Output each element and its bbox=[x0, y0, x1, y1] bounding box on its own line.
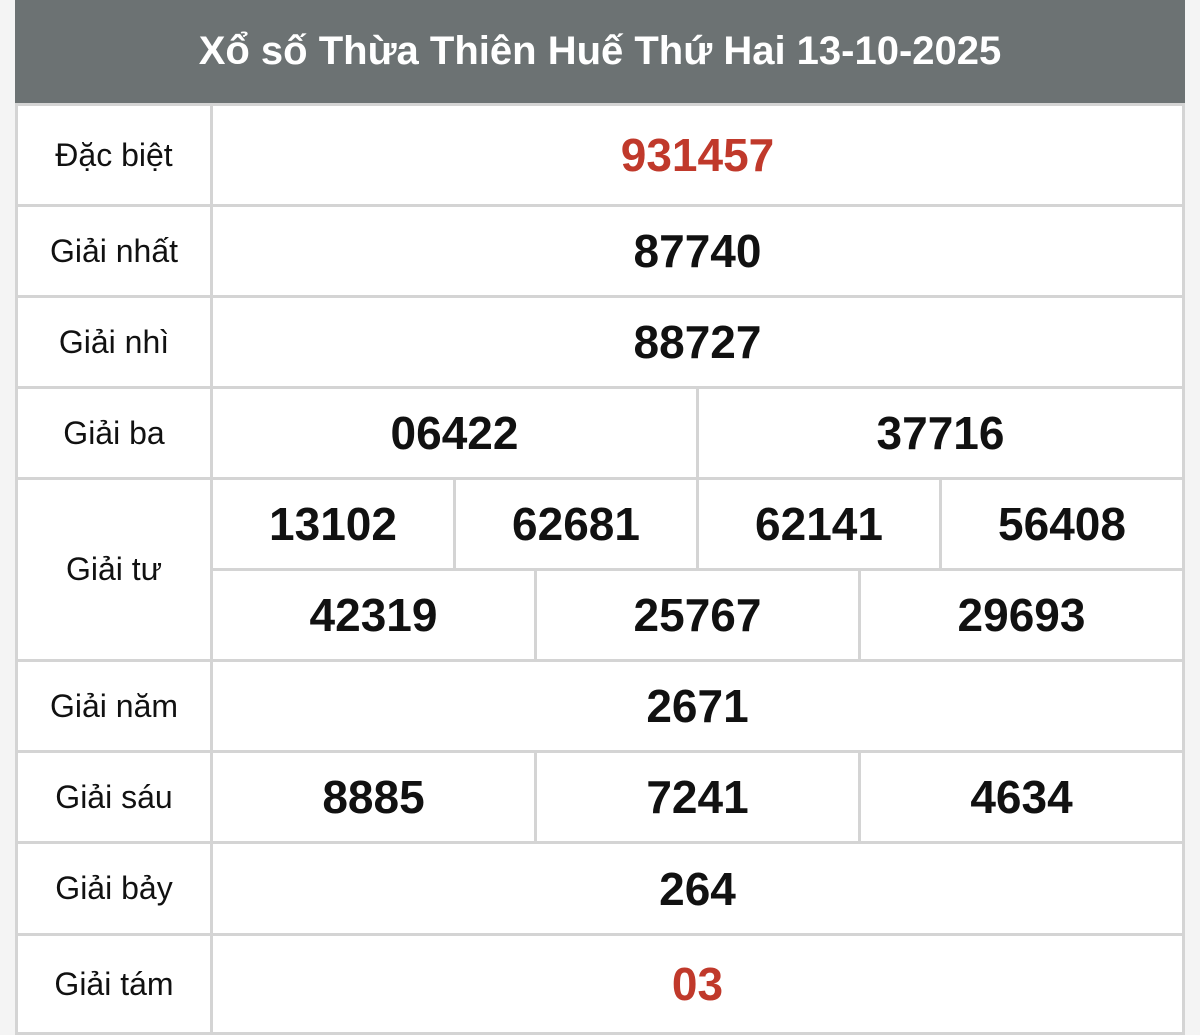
prize-number: 62681 bbox=[453, 480, 696, 568]
prize-row: Giải nhì 88727 bbox=[15, 298, 1185, 389]
prize-label: Giải nhì bbox=[18, 298, 213, 386]
prize-label: Giải ba bbox=[18, 389, 213, 477]
prize-row: Giải tám 03 bbox=[15, 936, 1185, 1035]
prize-row: Giải bảy 264 bbox=[15, 844, 1185, 936]
prize-label: Giải nhất bbox=[18, 207, 213, 295]
prize-number: 2671 bbox=[646, 680, 749, 732]
prize-number: 37716 bbox=[696, 389, 1182, 477]
prize-label: Đặc biệt bbox=[18, 106, 213, 204]
prize-label: Giải tư bbox=[18, 480, 213, 659]
lottery-results-table: Xổ số Thừa Thiên Huế Thứ Hai 13-10-2025 … bbox=[15, 0, 1185, 1035]
prize-number: 8885 bbox=[322, 771, 425, 823]
prize-number: 931457 bbox=[620, 129, 775, 181]
prize-number: 03 bbox=[671, 958, 724, 1010]
prize-row: Giải sáu 8885 7241 4634 bbox=[15, 753, 1185, 844]
prize-number: 25767 bbox=[534, 571, 858, 659]
page-title: Xổ số Thừa Thiên Huế Thứ Hai 13-10-2025 bbox=[15, 0, 1185, 106]
prize-row: Giải tư 13102 62681 62141 56408 42319 25767 296… bbox=[15, 480, 1185, 662]
prize-number: 56408 bbox=[939, 480, 1182, 568]
prize-number: 42319 bbox=[309, 589, 438, 641]
prize-number: 29693 bbox=[858, 571, 1182, 659]
prize-number: 7241 bbox=[534, 753, 858, 841]
prize-number: 62141 bbox=[696, 480, 939, 568]
prize-label: Giải bảy bbox=[18, 844, 213, 933]
prize-label: Giải sáu bbox=[18, 753, 213, 841]
prize-number: 88727 bbox=[633, 316, 762, 368]
prize-row: Giải nhất 87740 bbox=[15, 207, 1185, 298]
prize-number: 87740 bbox=[633, 225, 762, 277]
prize-label: Giải tám bbox=[18, 936, 213, 1032]
prize-label: Giải năm bbox=[18, 662, 213, 750]
prize-number: 13102 bbox=[269, 498, 397, 550]
prize-row: Đặc biệt 931457 bbox=[15, 106, 1185, 207]
prize-number: 4634 bbox=[858, 753, 1182, 841]
prize-number: 06422 bbox=[390, 407, 519, 459]
prize-number: 264 bbox=[659, 862, 736, 915]
prize-row: Giải năm 2671 bbox=[15, 662, 1185, 753]
prize-row: Giải ba 06422 37716 bbox=[15, 389, 1185, 480]
